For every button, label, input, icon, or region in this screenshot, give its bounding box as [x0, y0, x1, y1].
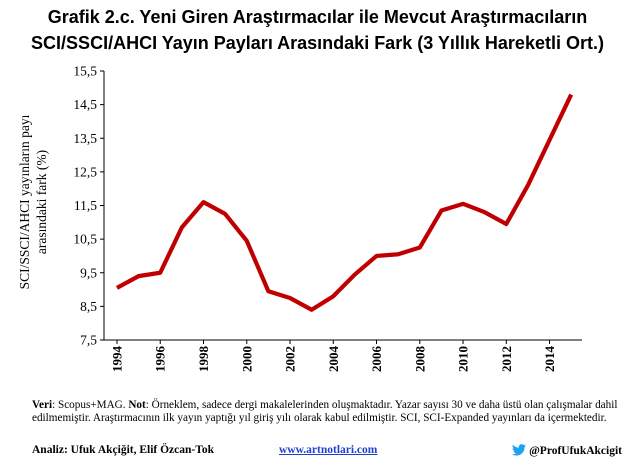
x-tick-label: 2008 [412, 346, 427, 373]
y-tick-label: 8,5 [80, 299, 97, 314]
series-line [115, 93, 574, 312]
chart-title: Grafik 2.c. Yeni Giren Araştırmacılar il… [0, 4, 635, 56]
chart-title-line-2: SCI/SSCI/AHCI Yayın Payları Arasındaki F… [31, 33, 604, 53]
x-tick-label: 2000 [239, 346, 254, 372]
x-tick-label: 2010 [456, 346, 471, 372]
y-tick-label: 14,5 [73, 97, 97, 112]
x-tick-labels: 1994 1996 1998 2000 2002 2004 2006 2008 2010 2012… [109, 340, 557, 372]
x-tick-label: 2002 [283, 346, 298, 372]
y-tick-label: 13,5 [73, 131, 97, 146]
footer-notes: Veri: Scopus+MAG. Not: Örneklem, sadece … [32, 399, 622, 425]
not-label: Not [128, 399, 146, 411]
website-link[interactable]: www.artnotlari.com [279, 444, 378, 456]
chart-title-line-1: Grafik 2.c. Yeni Giren Araştırmacılar il… [47, 7, 588, 27]
y-tick-label: 9,5 [80, 265, 97, 280]
axes [103, 71, 582, 341]
y-tick-label: 11,5 [74, 198, 97, 213]
x-tick-label: 2006 [369, 346, 384, 373]
x-tick-label: 1998 [196, 346, 211, 373]
twitter-handle: @ProfUfukAkcigit [529, 445, 622, 457]
credits-bar: Analiz: Ufuk Akçiğit, Elif Özcan-Tok www… [32, 444, 622, 460]
x-tick-label: 1996 [153, 346, 168, 373]
line-chart: 7,58,59,510,511,512,513,514,515,5 1994 19… [73, 64, 582, 372]
y-tick-label: 12,5 [73, 164, 97, 179]
x-tick-label: 2012 [499, 346, 514, 372]
y-tick-labels: 7,5 8,5 9,5 10,5 11,5 12,5 13,5 14,5 15,5 [73, 64, 104, 348]
twitter-handle-link[interactable]: @ProfUfukAkcigit [512, 444, 622, 457]
x-tick-label: 2004 [326, 346, 341, 373]
veri-label: Veri [32, 399, 53, 411]
x-tick-label: 2014 [542, 346, 557, 373]
y-tick-label: 7,5 [80, 333, 97, 348]
analysis-credit: Analiz: Ufuk Akçiğit, Elif Özcan-Tok [32, 444, 214, 456]
veri-text: : Scopus+MAG. [52, 399, 129, 411]
series-group [115, 93, 574, 312]
x-tick-label: 1994 [109, 346, 124, 373]
y-tick-label: 15,5 [73, 64, 97, 79]
y-tick-label: 10,5 [73, 232, 97, 247]
twitter-bird-icon [512, 444, 527, 456]
not-text: : Örneklem, sadece dergi makalelerinden … [32, 399, 618, 425]
